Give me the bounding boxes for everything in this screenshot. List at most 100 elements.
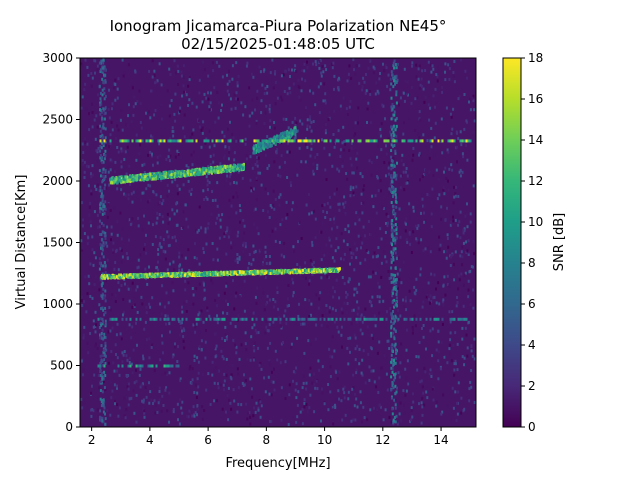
echo-trace-cell xyxy=(141,175,144,179)
noise-cell xyxy=(397,286,399,290)
noise-cell xyxy=(312,172,315,176)
noise-cell xyxy=(91,76,94,80)
noise-cell xyxy=(231,64,234,68)
interference-band-cell xyxy=(103,261,106,265)
noise-cell xyxy=(198,311,201,315)
noise-cell xyxy=(463,93,466,96)
noise-cell xyxy=(272,298,275,301)
interference-band-cell xyxy=(101,281,104,285)
echo-trace-cell xyxy=(205,169,208,173)
noise-cell xyxy=(380,261,383,265)
noise-cell xyxy=(232,338,235,342)
noise-cell xyxy=(454,250,457,254)
interference-band-cell xyxy=(392,195,394,198)
echo-trace-cell xyxy=(204,272,207,275)
noise-cell xyxy=(402,298,405,302)
echo-trace-cell xyxy=(183,273,186,277)
noise-cell xyxy=(384,231,387,234)
echo-trace-cell xyxy=(237,163,240,167)
noise-cell xyxy=(252,75,255,79)
interference-band-cell xyxy=(101,416,104,420)
noise-cell xyxy=(464,271,467,275)
noise-cell xyxy=(141,382,144,386)
interference-band-cell xyxy=(98,84,101,88)
interference-band-cell xyxy=(394,314,397,318)
noise-cell xyxy=(289,75,291,78)
noise-cell xyxy=(310,302,313,306)
noise-cell xyxy=(135,379,138,383)
interference-band-cell xyxy=(102,244,105,248)
noise-cell xyxy=(385,66,388,70)
noise-cell xyxy=(95,342,97,346)
noise-cell xyxy=(423,204,426,208)
noise-cell xyxy=(466,346,469,350)
noise-cell xyxy=(208,314,211,318)
noise-cell xyxy=(128,356,131,360)
noise-cell xyxy=(339,155,342,158)
noise-cell xyxy=(448,343,451,347)
noise-cell xyxy=(168,114,171,118)
noise-cell xyxy=(429,301,431,305)
noise-cell xyxy=(370,347,373,351)
noise-cell xyxy=(437,359,440,363)
noise-cell xyxy=(94,330,97,334)
noise-cell xyxy=(391,166,394,169)
interference-band-cell xyxy=(98,61,101,65)
noise-cell xyxy=(202,250,205,254)
noise-cell xyxy=(381,103,384,107)
noise-cell xyxy=(90,192,93,196)
noise-cell xyxy=(148,302,151,306)
noise-cell xyxy=(343,385,346,389)
noise-cell xyxy=(83,232,86,235)
noise-cell xyxy=(430,225,433,229)
noise-cell xyxy=(421,175,424,178)
noise-cell xyxy=(195,322,198,326)
noise-cell xyxy=(305,137,307,141)
noise-cell xyxy=(97,395,100,399)
noise-cell xyxy=(392,157,395,160)
noise-cell xyxy=(223,134,226,138)
interference-band-cell xyxy=(103,176,106,180)
noise-cell xyxy=(453,185,455,189)
noise-cell xyxy=(298,95,301,99)
noise-cell xyxy=(416,368,419,372)
noise-cell xyxy=(411,61,414,65)
echo-trace-cell xyxy=(289,269,292,273)
noise-cell xyxy=(355,157,358,161)
echo-trace-cell xyxy=(145,177,148,181)
noise-cell xyxy=(259,361,262,365)
noise-cell xyxy=(225,284,228,288)
noise-cell xyxy=(229,120,231,124)
echo-trace-cell xyxy=(313,268,316,272)
noise-cell xyxy=(139,253,142,257)
echo-trace-cell xyxy=(319,268,322,272)
noise-cell xyxy=(358,81,361,85)
echo-trace-cell xyxy=(129,273,132,277)
noise-cell xyxy=(303,62,306,66)
noise-cell xyxy=(166,194,169,198)
noise-cell xyxy=(107,170,110,174)
noise-cell xyxy=(406,174,409,178)
noise-cell xyxy=(157,252,160,256)
noise-cell xyxy=(444,62,447,66)
noise-cell xyxy=(303,322,306,326)
noise-cell xyxy=(132,105,135,109)
noise-cell xyxy=(311,240,314,244)
noise-cell xyxy=(300,160,303,164)
noise-cell xyxy=(141,228,144,232)
noise-cell xyxy=(309,89,311,93)
noise-cell xyxy=(124,193,127,197)
noise-cell xyxy=(402,170,405,174)
noise-cell xyxy=(397,103,400,107)
noise-cell xyxy=(111,293,114,296)
noise-cell xyxy=(301,275,304,278)
noise-cell xyxy=(114,98,117,102)
noise-cell xyxy=(392,367,395,371)
noise-cell xyxy=(166,314,169,318)
interference-band-cell xyxy=(99,233,102,236)
noise-cell xyxy=(241,381,244,385)
noise-cell xyxy=(268,107,271,111)
noise-cell xyxy=(323,146,326,150)
noise-cell xyxy=(249,415,252,419)
noise-cell xyxy=(417,132,420,136)
